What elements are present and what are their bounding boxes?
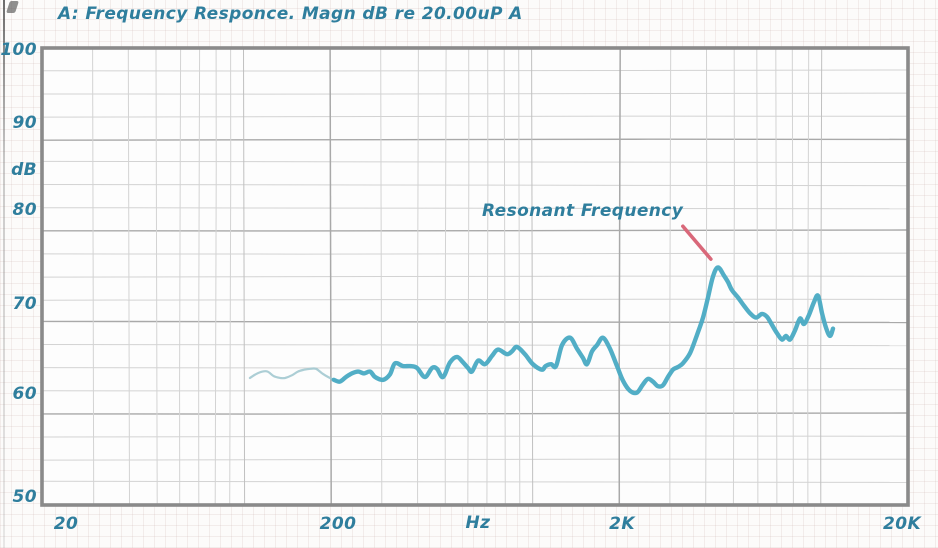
- grid-major-v: [618, 47, 621, 506]
- grid-minor-h: [41, 207, 909, 210]
- grid-major-h: [41, 412, 909, 415]
- grid-major-h: [41, 320, 909, 324]
- grid-major-h: [41, 138, 909, 141]
- grid-minor-v: [518, 47, 521, 506]
- grid-minor-v: [155, 47, 158, 506]
- x-axis-tick-label: 20K: [882, 514, 922, 534]
- grid-major-h: [41, 229, 909, 232]
- y-axis-tick-label: 50: [12, 487, 37, 507]
- y-axis-tick-label: 70: [12, 294, 37, 314]
- grid-minor-v: [467, 47, 470, 506]
- x-axis-tick-label: 200: [319, 514, 357, 534]
- grid-minor-v: [756, 47, 759, 506]
- grid-minor-h: [41, 389, 909, 392]
- grid-minor-h: [41, 275, 909, 278]
- grid-minor-h: [41, 435, 909, 438]
- grid-minor-h: [41, 115, 909, 118]
- response-curve: [331, 265, 836, 396]
- grid-minor-v: [416, 47, 419, 506]
- x-axis-tick-label: 20: [53, 514, 79, 534]
- grid-minor-v: [732, 47, 735, 506]
- grid-minor-v: [486, 47, 489, 506]
- grid-minor-v: [705, 47, 708, 506]
- grid-minor-h: [41, 458, 909, 461]
- grid-minor-v: [127, 47, 130, 506]
- grid-minor-v: [198, 47, 201, 506]
- y-axis-tick-label: 90: [12, 113, 37, 133]
- plot-border: [40, 46, 910, 507]
- grid-minor-v: [807, 47, 810, 506]
- grid-minor-v: [243, 47, 246, 506]
- grid-major-v: [329, 47, 332, 506]
- grid-minor-v: [775, 47, 778, 506]
- y-axis-unit-label: dB: [11, 160, 37, 180]
- grid-minor-h: [41, 252, 909, 255]
- grid-minor-v: [92, 47, 95, 506]
- x-axis-unit-label: Hz: [465, 513, 491, 533]
- annotation-pointer-line: [681, 224, 713, 261]
- grid-minor-h: [41, 184, 909, 187]
- y-axis-tick-label: 80: [12, 200, 37, 220]
- grid-minor-v: [820, 47, 823, 506]
- page-edge-line: [3, 0, 5, 548]
- grid-minor-v: [380, 47, 383, 506]
- grid-minor-v: [669, 47, 672, 506]
- y-axis-tick-label: 100: [0, 40, 37, 60]
- grid-minor-h: [41, 480, 909, 483]
- grid-minor-h: [41, 344, 909, 347]
- grid-minor-v: [179, 47, 182, 506]
- grid-minor-h: [41, 92, 909, 95]
- resonant-frequency-annotation: Resonant Frequency: [482, 201, 684, 221]
- y-axis-tick-label: 60: [12, 384, 37, 404]
- grid-minor-v: [214, 47, 217, 506]
- grid-minor-h: [41, 69, 909, 72]
- x-axis-tick-label: 2K: [609, 514, 635, 534]
- grid-minor-v: [444, 47, 447, 506]
- grid-minor-v: [229, 47, 232, 506]
- page-title: A: Frequency Responce. Magn dB re 20.00u…: [58, 4, 523, 24]
- grid-minor-v: [503, 47, 506, 506]
- response-curve-lead: [248, 367, 341, 383]
- grid-minor-v: [791, 47, 794, 506]
- grid-minor-v: [531, 47, 534, 506]
- grid-minor-h: [41, 298, 909, 301]
- grid-minor-h: [41, 160, 909, 163]
